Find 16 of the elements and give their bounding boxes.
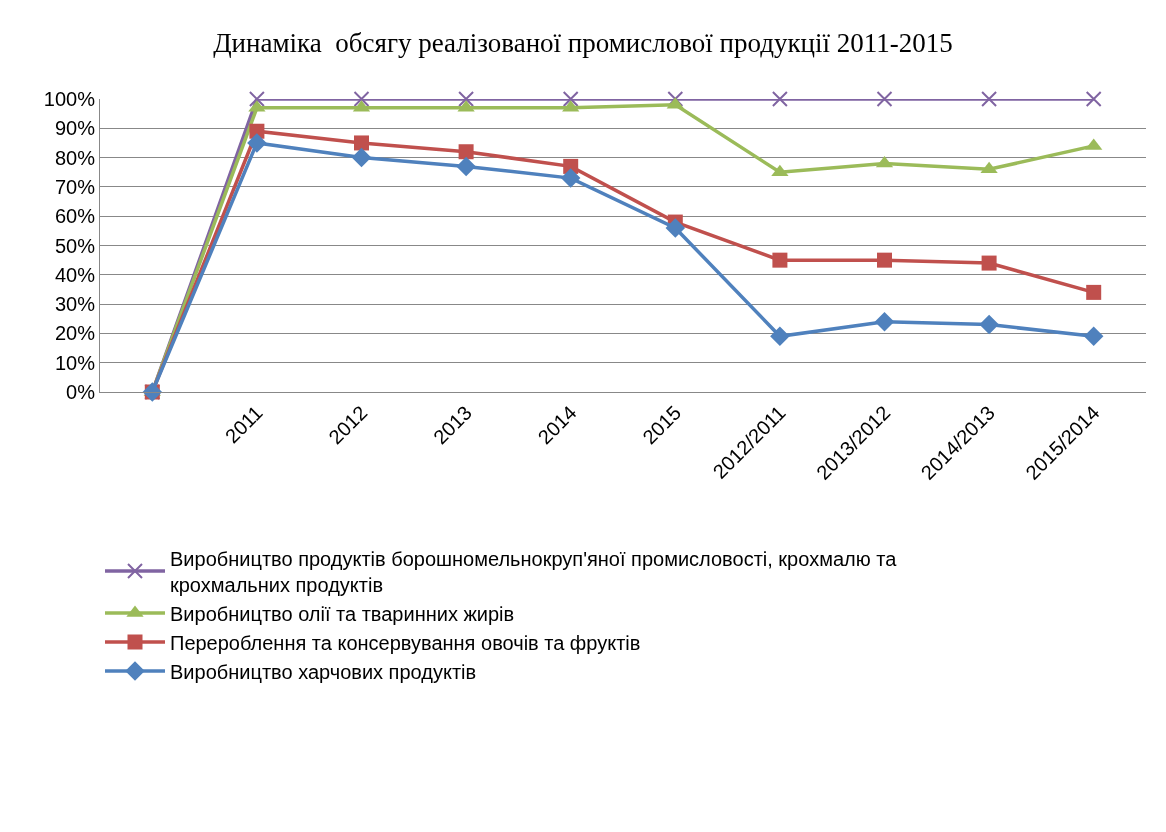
- legend-label: Виробництво харчових продуктів: [170, 660, 477, 683]
- legend-label: Виробництво олії та тваринних жирів: [170, 602, 515, 625]
- y-tick-label: 10%: [54, 351, 96, 374]
- legend-label: Виробництво продуктів борошномельнокруп'яної промисловості, крохмалю та крохмальних продуктів: [170, 547, 898, 596]
- y-tick-label: 20%: [54, 322, 96, 345]
- y-tick-label: 100%: [43, 88, 96, 110]
- y-tick-label: 40%: [54, 263, 96, 286]
- chart-title: Динаміка обсягу реалізованої промислової продукції 2011-2015: [213, 28, 953, 59]
- y-tick-label: 30%: [54, 293, 96, 316]
- y-tick-label: 70%: [54, 175, 96, 198]
- y-tick-label: 90%: [54, 117, 96, 140]
- y-tick-label: 80%: [54, 146, 96, 169]
- y-tick-label: 0%: [66, 381, 96, 403]
- y-tick-label: 60%: [54, 205, 96, 228]
- y-tick-label: 50%: [54, 234, 96, 257]
- legend-label: Перероблення та консервування овочів та фруктів: [170, 631, 641, 654]
